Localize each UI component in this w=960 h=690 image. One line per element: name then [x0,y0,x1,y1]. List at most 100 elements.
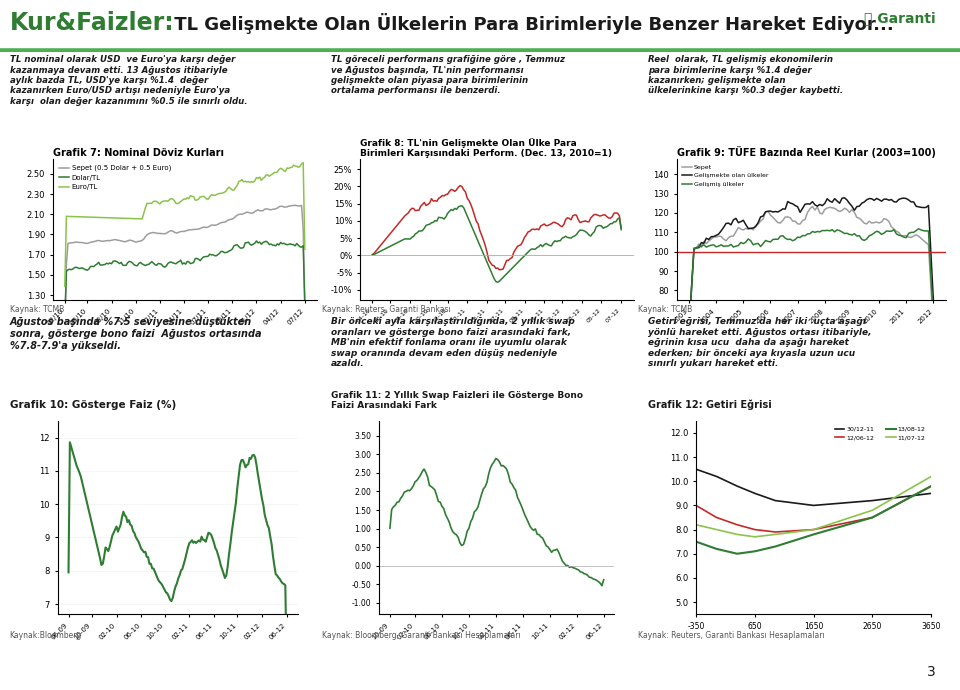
12/06-12 [770,528,781,536]
Euro/TL [300,245,311,253]
Gelişmiş ülkeler [927,314,939,322]
Text: Getiri eğrisi, Temmuz'da her iki  uçta aşağı
yönlü hareket etti. Ağustos ortası : Getiri eğrisi, Temmuz'da her iki uçta aş… [648,317,872,368]
13/08-12 [749,547,760,555]
Dolar/TL [194,257,205,265]
Gelişmekte olan ülkeler [828,195,840,203]
Euro/TL [194,193,205,201]
Gelişmekte olan ülkeler [731,214,742,222]
Gelişmiş ülkeler [828,228,840,236]
Text: Kaynak: Reuters, Garanti Bankası Hesaplamaları: Kaynak: Reuters, Garanti Bankası Hesapla… [638,631,826,640]
Line: 13/08-12: 13/08-12 [696,486,931,553]
Gelişmekte olan ülkeler [839,194,851,202]
Gelişmekte olan ülkeler [918,204,929,212]
Text: TL nominal olarak USD  ve Euro'ya karşı değer
kazanmaya devam etti. 13 Ağustos i: TL nominal olarak USD ve Euro'ya karşı d… [10,55,247,106]
Sepet (0.5 Dolar + 0.5 Euro) [138,235,150,244]
30/12-11 [749,489,760,497]
30/12-11 [770,497,781,505]
Euro/TL [257,174,269,182]
12/06-12 [710,513,722,522]
Text: Grafik 10: Gösterge Faiz (%): Grafik 10: Gösterge Faiz (%) [10,400,176,411]
Sepet (0.5 Dolar + 0.5 Euro) [300,298,311,306]
Gelişmiş ülkeler [740,238,752,246]
Sepet [918,237,929,245]
Line: 11/07-12: 11/07-12 [696,476,931,537]
Text: Grafik 8: TL'nin Gelişmekte Olan Ülke Para
Birimleri Karşısındaki Perform. (Dec.: Grafik 8: TL'nin Gelişmekte Olan Ülke Pa… [360,137,612,158]
Text: TL göreceli performans grafiğine göre , Temmuz
ve Ağustos başında, TL'nin perfor: TL göreceli performans grafiğine göre , … [331,55,565,95]
Sepet (0.5 Dolar + 0.5 Euro) [225,215,236,224]
Line: Gelişmiş ülkeler: Gelişmiş ülkeler [689,229,933,330]
Sepet [684,322,695,331]
Gelişmiş ülkeler [918,226,929,235]
Text: Kaynak: TCMB: Kaynak: TCMB [10,305,64,314]
30/12-11 [808,501,820,509]
12/06-12 [867,513,878,522]
12/06-12 [749,526,760,534]
Line: Sepet: Sepet [689,206,933,327]
Legend: Sepet, Gelişmekte olan ülkeler, Gelişmiş ülkeler: Sepet, Gelişmekte olan ülkeler, Gelişmiş… [680,162,771,189]
Euro/TL [138,209,150,217]
Euro/TL [184,192,196,200]
Text: TL Gelişmekte Olan Ülkelerin Para Birimleriyle Benzer Hareket Ediyor...: TL Gelişmekte Olan Ülkelerin Para Biriml… [168,13,894,34]
Dolar/TL [184,259,196,268]
Text: Grafik 9: TÜFE Bazında Reel Kurlar (2003=100): Grafik 9: TÜFE Bazında Reel Kurlar (2003… [677,146,936,158]
Sepet (0.5 Dolar + 0.5 Euro) [59,321,71,329]
Euro/TL [225,184,236,193]
Text: 3: 3 [927,665,936,679]
Line: 30/12-11: 30/12-11 [696,469,931,505]
Sepet [806,202,818,210]
11/07-12 [808,526,820,534]
11/07-12 [732,530,743,538]
12/06-12 [732,520,743,529]
Sepet [811,203,823,211]
Text: Kaynak:Bloomberg: Kaynak:Bloomberg [10,631,82,640]
30/12-11 [925,489,937,497]
Gelişmekte olan ülkeler [684,326,695,334]
12/06-12 [925,482,937,490]
11/07-12 [690,520,702,529]
Text: Grafik 11: 2 Yıllık Swap Faizleri ile Gösterge Bono
Faizi Arasındaki Fark: Grafik 11: 2 Yıllık Swap Faizleri ile Gö… [331,391,584,411]
13/08-12 [867,513,878,522]
Sepet (0.5 Dolar + 0.5 Euro) [184,226,196,234]
11/07-12 [925,472,937,480]
Dolar/TL [59,319,71,328]
Text: Kur&Faizler:: Kur&Faizler: [10,11,174,35]
Sepet [910,230,922,239]
Text: Kaynak: Bloomberg, Garanti Bankası Hesaplamaları: Kaynak: Bloomberg, Garanti Bankası Hesap… [322,631,520,640]
Line: 12/06-12: 12/06-12 [696,486,931,532]
Gelişmekte olan ülkeler [910,202,922,210]
Sepet [927,323,939,331]
Gelişmiş ülkeler [809,228,821,237]
Dolar/TL [251,237,262,245]
Legend: 30/12-11, 12/06-12, 13/08-12, 11/07-12: 30/12-11, 12/06-12, 13/08-12, 11/07-12 [832,424,928,443]
Dolar/TL [138,261,150,269]
Gelişmiş ülkeler [684,326,695,334]
13/08-12 [770,542,781,551]
Text: Reel  olarak, TL gelişmiş ekonomilerin
para birimlerine karşı %1.4 değer
kazanır: Reel olarak, TL gelişmiş ekonomilerin pa… [648,55,843,95]
Gelişmiş ülkeler [908,228,920,237]
Text: Grafik 12: Getiri Eğrisi: Grafik 12: Getiri Eğrisi [648,400,772,411]
Gelişmiş ülkeler [731,242,742,250]
Sepet (0.5 Dolar + 0.5 Euro) [194,224,205,233]
Text: Kaynak: TCMB: Kaynak: TCMB [638,305,693,314]
Sepet (0.5 Dolar + 0.5 Euro) [257,206,269,215]
Sepet (0.5 Dolar + 0.5 Euro) [289,201,300,209]
Euro/TL [59,282,71,290]
12/06-12 [690,501,702,509]
Dolar/TL [154,259,165,268]
Text: Kaynak: Reuters, Garanti Bankası: Kaynak: Reuters, Garanti Bankası [322,305,450,314]
Line: Euro/TL: Euro/TL [64,163,305,286]
Legend: Sepet (0.5 Dolar + 0.5 Euro), Dolar/TL, Euro/TL: Sepet (0.5 Dolar + 0.5 Euro), Dolar/TL, … [57,162,174,193]
Euro/TL [298,159,309,167]
11/07-12 [710,526,722,534]
Text: Grafik 7: Nominal Döviz Kurları: Grafik 7: Nominal Döviz Kurları [53,148,224,158]
Dolar/TL [225,246,236,255]
12/06-12 [808,526,820,534]
Gelişmekte olan ülkeler [740,221,752,229]
30/12-11 [867,497,878,505]
30/12-11 [732,482,743,490]
30/12-11 [690,465,702,473]
Sepet [731,228,742,236]
Text: 🌿 Garanti: 🌿 Garanti [864,11,936,25]
Sepet [740,224,752,233]
Text: Ağustos başında %7.5 seviyesine düştükten
sonra, gösterge bono faizi  Ağustos or: Ağustos başında %7.5 seviyesine düştükte… [10,317,261,351]
